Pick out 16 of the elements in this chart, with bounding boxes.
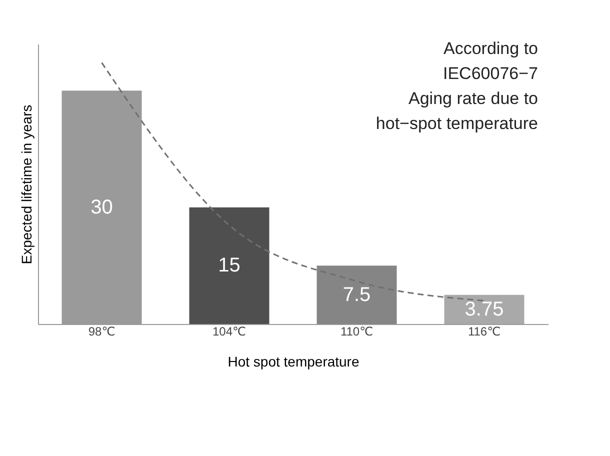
annotation: Aging rate due to [408,89,538,108]
y-axis-title: Expected lifetime in years [18,104,34,264]
bar [189,207,270,324]
annotation: IEC60076−7 [443,64,538,83]
annotation: According to [444,39,538,58]
x-tick-label: 98℃ [88,324,116,338]
data-label: 30 [90,196,113,218]
data-label: 3.75 [464,298,504,320]
data-label: 15 [218,254,240,277]
x-tick-label: 116℃ [468,324,501,338]
bar [316,266,397,324]
x-tick-label: 110℃ [340,324,374,338]
x-axis-title: Hot spot temperature [228,354,360,370]
x-tick-label: 104℃ [212,324,246,338]
annotation: hot−spot temperature [376,114,538,133]
data-label: 7.5 [342,284,371,306]
